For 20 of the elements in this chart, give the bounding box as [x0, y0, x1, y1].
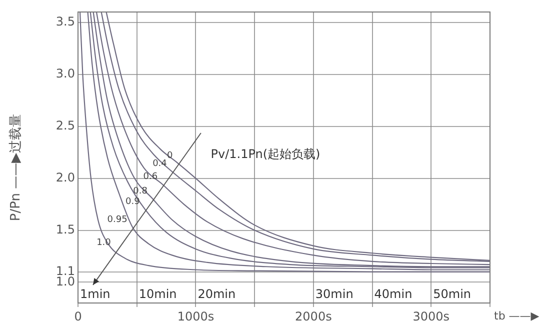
x-axis-title: tb ——▶	[494, 309, 540, 322]
x-tick-label: 3000s	[412, 309, 450, 324]
annotation: Pv/1.1Pn(起始负载)	[210, 147, 320, 162]
annotation: 50min	[433, 287, 472, 302]
x-tick-label: 1000s	[177, 309, 214, 324]
annotation: 20min	[198, 287, 236, 302]
y-tick-label: 2.0	[56, 170, 75, 184]
y-tick-label: 1.5	[56, 222, 75, 236]
annotation: 10min	[138, 287, 177, 302]
annotation: 30min	[315, 287, 354, 302]
annotation: 1min	[80, 287, 110, 302]
annotation: 40min	[374, 287, 412, 302]
series-label: 0.9	[126, 197, 140, 208]
y-axis-title: P/Pn ——▶过载量	[8, 114, 24, 222]
y-tick-label: 3.0	[56, 66, 75, 80]
x-tick-label: 0	[74, 309, 82, 324]
series-label: 0.95	[107, 214, 128, 225]
x-tick-label: 2000s	[295, 309, 332, 324]
y-tick-label: 3.5	[56, 14, 75, 29]
y-tick-label: 2.5	[56, 118, 75, 132]
